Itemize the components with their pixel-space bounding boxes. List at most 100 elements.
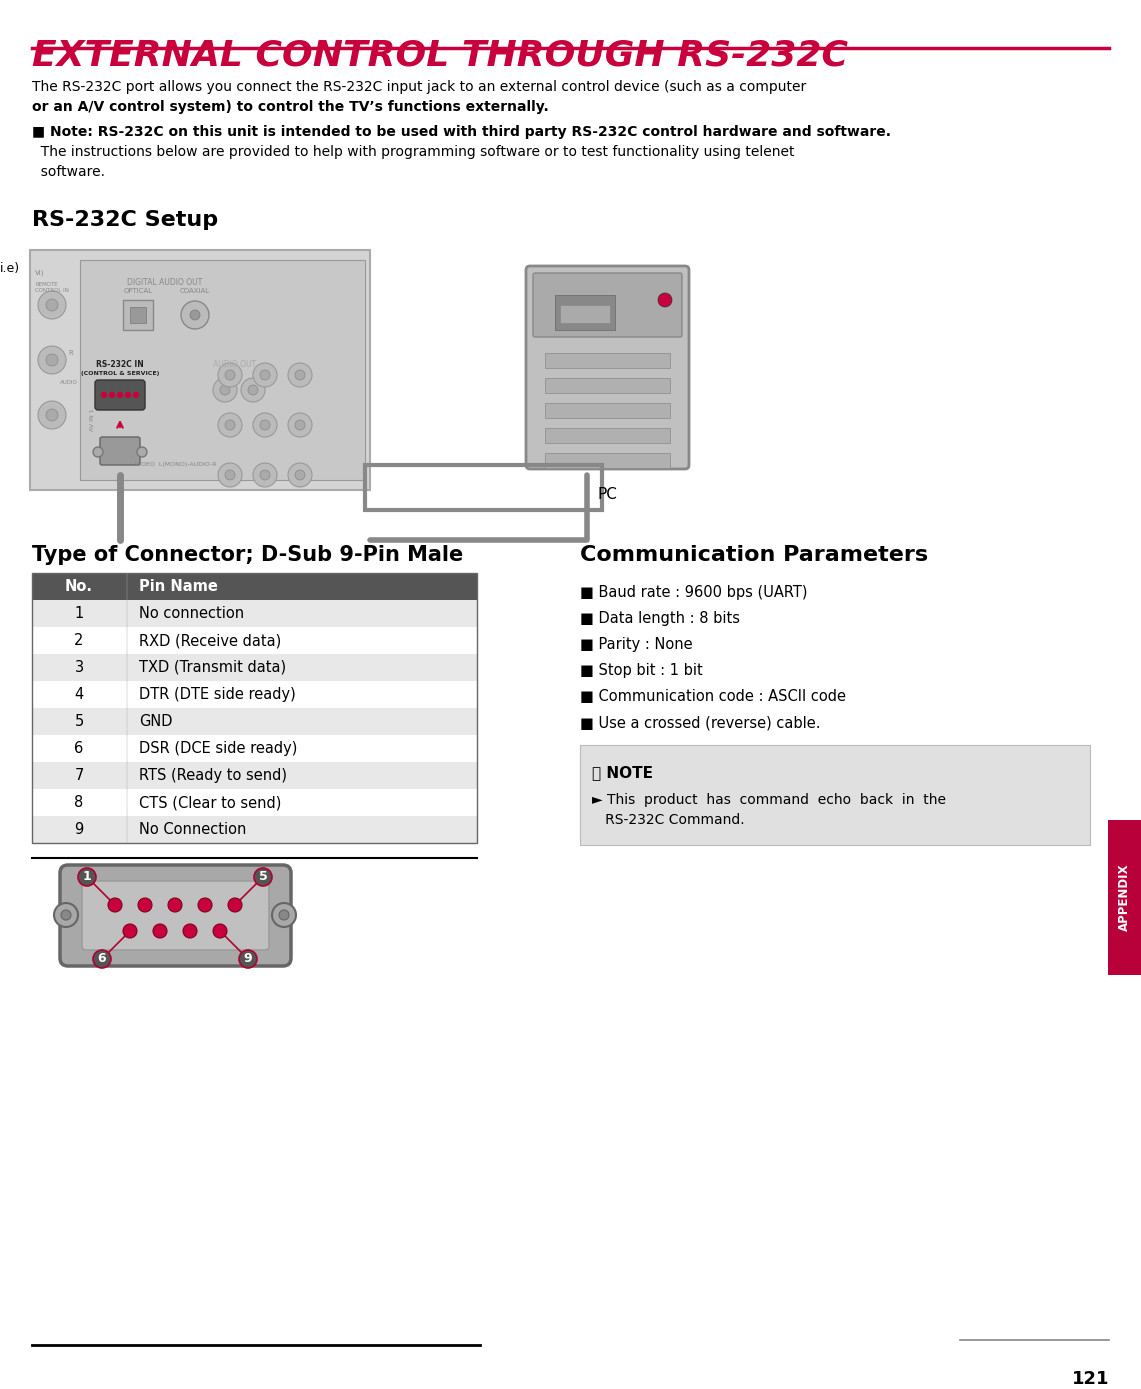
Text: software.: software. <box>32 165 105 179</box>
Text: CTS (Clear to send): CTS (Clear to send) <box>139 795 282 810</box>
Text: COAXIAL: COAXIAL <box>180 288 210 294</box>
Text: 9: 9 <box>244 953 252 965</box>
Circle shape <box>218 363 242 388</box>
Circle shape <box>253 413 277 438</box>
Bar <box>32 574 477 600</box>
FancyBboxPatch shape <box>526 267 689 469</box>
Circle shape <box>260 419 270 431</box>
Circle shape <box>133 393 138 397</box>
Circle shape <box>296 369 305 381</box>
Bar <box>32 574 477 843</box>
Text: 2: 2 <box>74 633 83 649</box>
Circle shape <box>199 899 212 913</box>
Bar <box>32 681 477 708</box>
Text: R: R <box>68 350 73 356</box>
Text: RS-232C Setup: RS-232C Setup <box>32 210 218 231</box>
Text: 8: 8 <box>74 795 83 810</box>
Circle shape <box>38 292 66 319</box>
Bar <box>560 306 610 324</box>
Circle shape <box>46 408 58 421</box>
Bar <box>545 403 670 418</box>
Circle shape <box>181 301 209 329</box>
Text: Communication Parameters: Communication Parameters <box>580 544 928 565</box>
Circle shape <box>183 924 197 938</box>
Text: No.: No. <box>65 579 94 594</box>
Text: 1: 1 <box>82 871 91 883</box>
Circle shape <box>123 924 137 938</box>
Circle shape <box>94 950 111 968</box>
Circle shape <box>296 469 305 481</box>
Circle shape <box>225 469 235 481</box>
Circle shape <box>60 910 71 920</box>
Circle shape <box>218 463 242 488</box>
Text: ■ Baud rate : 9600 bps (UART): ■ Baud rate : 9600 bps (UART) <box>580 585 808 600</box>
Circle shape <box>225 419 235 431</box>
Circle shape <box>220 385 230 394</box>
Bar <box>32 763 477 789</box>
Circle shape <box>218 413 242 438</box>
Text: AUDIO: AUDIO <box>60 381 78 385</box>
Text: ■ Communication code : ASCII code: ■ Communication code : ASCII code <box>580 689 845 704</box>
Text: The RS-232C port allows you connect the RS-232C input jack to an external contro: The RS-232C port allows you connect the … <box>32 81 807 94</box>
Circle shape <box>658 293 672 307</box>
Circle shape <box>38 346 66 374</box>
Text: DTR (DTE side ready): DTR (DTE side ready) <box>139 688 296 701</box>
Bar <box>545 453 670 468</box>
Text: RXD (Receive data): RXD (Receive data) <box>139 633 281 649</box>
Bar <box>32 815 477 843</box>
Circle shape <box>126 393 130 397</box>
Text: 121: 121 <box>1071 1370 1109 1388</box>
Text: REMOTE
CONTROL IN: REMOTE CONTROL IN <box>35 282 68 293</box>
Circle shape <box>78 868 96 886</box>
Circle shape <box>54 903 78 926</box>
Circle shape <box>253 463 277 488</box>
Circle shape <box>272 903 296 926</box>
Text: (CONTROL & SERVICE): (CONTROL & SERVICE) <box>81 371 160 376</box>
Text: AV IN 1: AV IN 1 <box>90 408 95 432</box>
FancyBboxPatch shape <box>100 438 140 465</box>
Circle shape <box>213 378 237 401</box>
Text: 6: 6 <box>74 740 83 756</box>
Bar <box>555 294 615 331</box>
Text: ■ Use a crossed (reverse) cable.: ■ Use a crossed (reverse) cable. <box>580 715 820 731</box>
Bar <box>545 428 670 443</box>
Bar <box>30 250 370 490</box>
Circle shape <box>238 950 257 968</box>
Circle shape <box>260 369 270 381</box>
Circle shape <box>138 899 152 913</box>
Text: 7: 7 <box>74 768 83 783</box>
Text: ■ Stop bit : 1 bit: ■ Stop bit : 1 bit <box>580 663 703 678</box>
Text: 5: 5 <box>74 714 83 729</box>
Circle shape <box>168 899 183 913</box>
Circle shape <box>288 363 311 388</box>
Text: Pin Name: Pin Name <box>139 579 218 594</box>
Bar <box>545 378 670 393</box>
Circle shape <box>118 393 122 397</box>
Bar <box>580 745 1090 845</box>
FancyBboxPatch shape <box>82 881 269 950</box>
Text: Type of Connector; D-Sub 9-Pin Male: Type of Connector; D-Sub 9-Pin Male <box>32 544 463 565</box>
Circle shape <box>241 378 265 401</box>
Bar <box>32 654 477 681</box>
Bar <box>32 789 477 815</box>
Circle shape <box>46 354 58 365</box>
Text: DIGITAL AUDIO OUT: DIGITAL AUDIO OUT <box>128 278 203 288</box>
Text: ► This  product  has  command  echo  back  in  the: ► This product has command echo back in … <box>592 793 946 807</box>
Text: i.e): i.e) <box>0 263 21 275</box>
Bar <box>32 626 477 654</box>
Text: APPENDIX: APPENDIX <box>1117 863 1131 931</box>
Text: ■ Data length : 8 bits: ■ Data length : 8 bits <box>580 611 741 626</box>
Bar <box>545 353 670 368</box>
Circle shape <box>248 385 258 394</box>
FancyBboxPatch shape <box>60 865 291 965</box>
Circle shape <box>253 363 277 388</box>
Text: VI): VI) <box>35 269 44 276</box>
FancyBboxPatch shape <box>95 381 145 410</box>
Circle shape <box>280 910 289 920</box>
Circle shape <box>191 310 200 319</box>
Text: 6: 6 <box>98 953 106 965</box>
Circle shape <box>288 463 311 488</box>
Bar <box>123 300 153 331</box>
Circle shape <box>254 868 272 886</box>
Text: No connection: No connection <box>139 606 244 621</box>
